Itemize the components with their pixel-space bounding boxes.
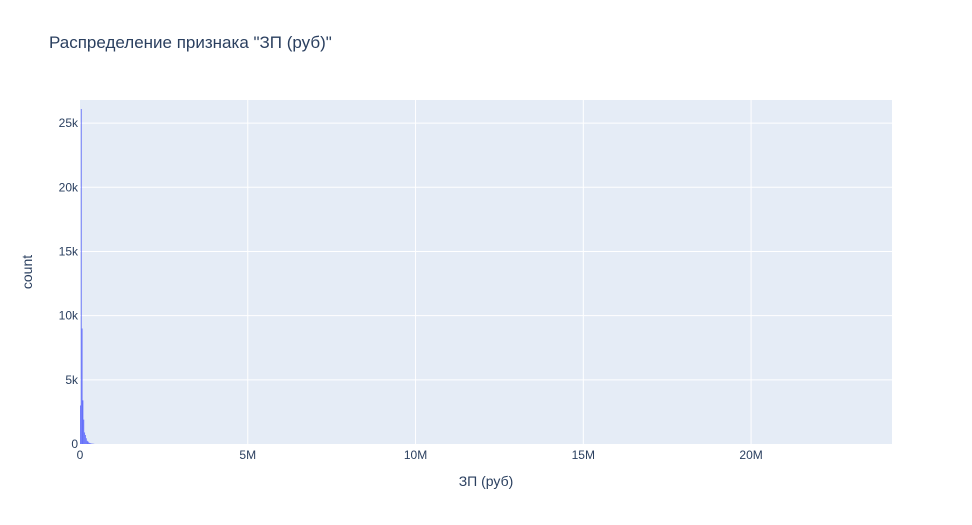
plot-area [80, 100, 892, 444]
histogram-bar [86, 440, 88, 444]
y-axis-ticks: 0 5k 10k 15k 20k 25k [59, 116, 79, 451]
x-axis-title: ЗП (руб) [459, 473, 514, 489]
histogram-bar [81, 328, 83, 444]
y-tick-label: 0 [71, 437, 78, 451]
x-tick-label: 5M [239, 448, 256, 462]
histogram-bars [80, 108, 95, 444]
y-axis-title: count [19, 255, 35, 289]
x-tick-label: 10M [404, 448, 427, 462]
histogram-bar [90, 443, 92, 444]
histogram-bar [84, 432, 86, 444]
histogram-bar [85, 438, 87, 444]
histogram-bar [80, 405, 81, 444]
y-tick-label: 5k [65, 373, 79, 387]
histogram-bar [80, 108, 82, 444]
x-tick-label: 15M [572, 448, 595, 462]
histogram-bar [85, 435, 86, 444]
histogram-bar [82, 400, 84, 444]
y-tick-label: 10k [59, 309, 79, 323]
x-axis-ticks: 0 5M 10M 15M 20M [77, 448, 763, 462]
gridlines [80, 100, 892, 444]
histogram-bar [88, 442, 90, 444]
x-tick-label: 0 [77, 448, 84, 462]
histogram-bar [83, 419, 85, 444]
y-tick-label: 15k [59, 244, 79, 258]
histogram-bar [87, 441, 89, 444]
histogram-bar [90, 443, 91, 444]
y-tick-label: 20k [59, 180, 79, 194]
y-tick-label: 25k [59, 116, 79, 130]
x-tick-label: 20M [739, 448, 762, 462]
histogram-bar [89, 442, 91, 444]
chart-title: Распределение признака "ЗП (руб)" [49, 33, 332, 52]
